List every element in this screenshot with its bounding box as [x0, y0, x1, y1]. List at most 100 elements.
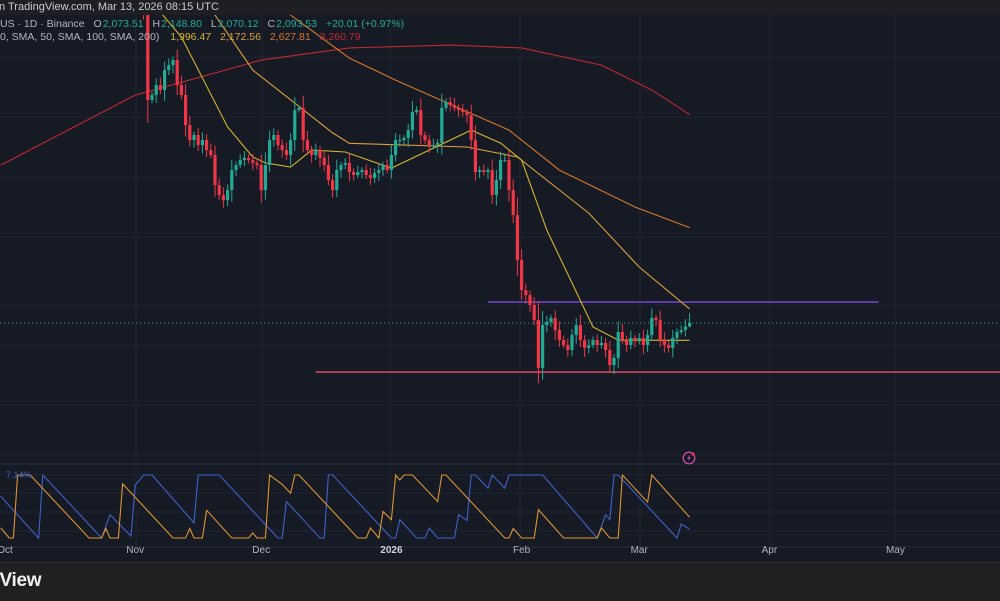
time-axis-label-feb: Feb	[512, 545, 531, 556]
candle-down	[217, 185, 221, 196]
candle-down	[528, 295, 532, 306]
candle-down	[184, 95, 188, 126]
candle-up	[238, 160, 242, 166]
candle-down	[515, 215, 519, 261]
candle-down	[322, 157, 326, 166]
candle-down	[209, 150, 213, 156]
candle-down	[448, 102, 452, 106]
candle-down	[326, 165, 330, 181]
time-axis-label-2026: 2026	[380, 545, 403, 556]
candle-down	[457, 107, 461, 111]
time-axis-label-mar: Mar	[630, 545, 648, 556]
candle-up	[570, 335, 574, 351]
time-axis-label-oct: Oct	[0, 545, 13, 556]
candle-down	[452, 105, 456, 108]
candle-up	[683, 326, 687, 331]
sma-params: 0, SMA, 50, SMA, 100, SMA, 200)	[0, 31, 160, 43]
candle-up	[335, 170, 339, 191]
change-value: +20.01 (+0.97%)	[325, 18, 405, 30]
candle-down	[146, 15, 150, 101]
candle-down	[301, 107, 305, 141]
candle-up	[272, 135, 276, 141]
time-axis-label-apr: Apr	[761, 545, 778, 556]
sma100-line	[288, 15, 690, 229]
candle-up	[356, 172, 360, 176]
candle-down	[511, 190, 515, 216]
candle-down	[205, 140, 209, 151]
candle-up	[549, 317, 553, 323]
candle-down	[604, 342, 608, 351]
candle-down	[188, 125, 192, 141]
candle-down	[469, 115, 473, 141]
candle-up	[263, 165, 267, 191]
candle-down	[667, 345, 671, 348]
candle-up	[200, 140, 204, 146]
candle-down	[562, 340, 566, 346]
candle-down	[633, 337, 637, 341]
sma50-value: 2,172.56	[220, 31, 261, 43]
candle-up	[398, 140, 402, 142]
candle-down	[419, 110, 423, 136]
candle-up	[650, 317, 654, 336]
candle-up	[381, 165, 385, 171]
publish-info-bar: n TradingView.com, Mar 13, 2026 08:15 UT…	[0, 0, 1000, 15]
candle-down	[608, 350, 612, 366]
candle-up	[431, 145, 435, 147]
sma100-value: 2,627.81	[269, 31, 311, 43]
candle-up	[230, 170, 234, 191]
candle-up	[612, 357, 616, 366]
candle-up	[675, 332, 679, 338]
candle-down	[507, 160, 511, 191]
candle-up	[410, 112, 414, 131]
open-label: O	[93, 18, 102, 30]
price-chart[interactable]	[0, 15, 1000, 562]
candle-down	[247, 157, 251, 161]
candle-up	[545, 322, 549, 326]
oscillator-blue-line	[0, 473, 690, 540]
candle-up	[297, 107, 301, 111]
symbol-label[interactable]: US · 1D · Binance	[0, 18, 85, 30]
candle-down	[532, 305, 536, 321]
footer-bar: TradingView	[0, 562, 1000, 601]
candle-down	[658, 320, 662, 341]
candle-down	[251, 160, 255, 163]
sma200-line	[0, 44, 690, 166]
sma-legend[interactable]: 0, SMA, 50, SMA, 100, SMA, 200) 1,996.47…	[0, 31, 367, 43]
candle-down	[276, 135, 280, 146]
candle-down	[158, 85, 162, 91]
candle-up	[629, 337, 633, 346]
candle-down	[175, 60, 179, 86]
candle-up	[154, 85, 158, 96]
candle-down	[280, 145, 284, 151]
candle-up	[226, 190, 230, 201]
candle-down	[196, 135, 200, 146]
time-axis-label-may: May	[885, 545, 905, 556]
candle-up	[646, 335, 650, 346]
candle-up	[541, 325, 545, 368]
candle-down	[490, 170, 494, 196]
oscillator-orange-line	[0, 473, 691, 540]
symbol-legend: US · 1D · Binance O2,073.51 H2,148.80 L2…	[0, 18, 410, 30]
high-label: H	[152, 18, 161, 30]
publish-text: n TradingView.com, Mar 13, 2026 08:15 UT…	[0, 1, 219, 13]
candle-up	[616, 332, 620, 358]
candle-down	[310, 150, 314, 156]
sma20-line	[161, 15, 690, 341]
candle-up	[242, 157, 246, 161]
candle-down	[557, 330, 561, 341]
candle-up	[444, 102, 448, 108]
high-value: 2,148.80	[161, 18, 202, 30]
candle-down	[461, 110, 465, 113]
open-value: 2,073.51	[102, 18, 144, 30]
candle-down	[259, 165, 263, 191]
candle-down	[524, 290, 528, 296]
candle-down	[305, 140, 309, 151]
candle-up	[503, 160, 507, 162]
candle-up	[339, 165, 343, 171]
candle-up	[402, 137, 406, 141]
candle-up	[406, 130, 410, 138]
close-value: 2,093.53	[276, 18, 318, 30]
candle-down	[465, 112, 469, 116]
lightning-alert-icon[interactable]	[682, 451, 696, 465]
candle-up	[171, 60, 175, 66]
